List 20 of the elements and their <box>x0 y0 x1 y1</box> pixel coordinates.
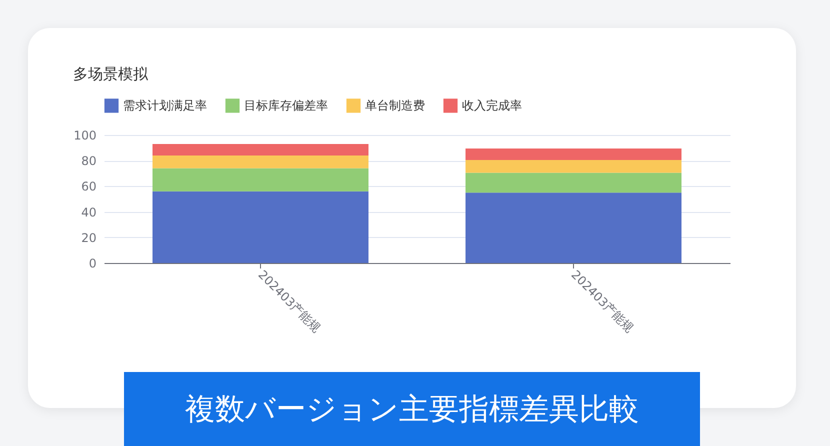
bar <box>152 144 368 156</box>
y-tick-label: 40 <box>81 205 96 220</box>
y-tick-label: 0 <box>88 256 96 270</box>
bar <box>152 168 368 192</box>
bar <box>466 192 682 263</box>
bar <box>152 191 368 263</box>
bar <box>466 160 682 173</box>
y-tick-label: 100 <box>74 128 96 142</box>
legend-label: 单台制造费 <box>365 98 425 113</box>
chart-title: 多场景模拟 <box>73 65 150 83</box>
legend-label: 需求计划满足率 <box>123 98 207 113</box>
bar <box>466 148 682 160</box>
y-tick-label: 20 <box>81 230 96 245</box>
y-tick-label: 60 <box>81 180 96 194</box>
bar <box>152 155 368 168</box>
legend-label: 目标库存偏差率 <box>244 98 328 113</box>
caption-banner: 複数バージョン主要指標差異比較 <box>124 372 700 446</box>
bar <box>466 172 682 193</box>
y-tick-label: 80 <box>81 154 96 168</box>
legend-label: 收入完成率 <box>462 98 522 113</box>
